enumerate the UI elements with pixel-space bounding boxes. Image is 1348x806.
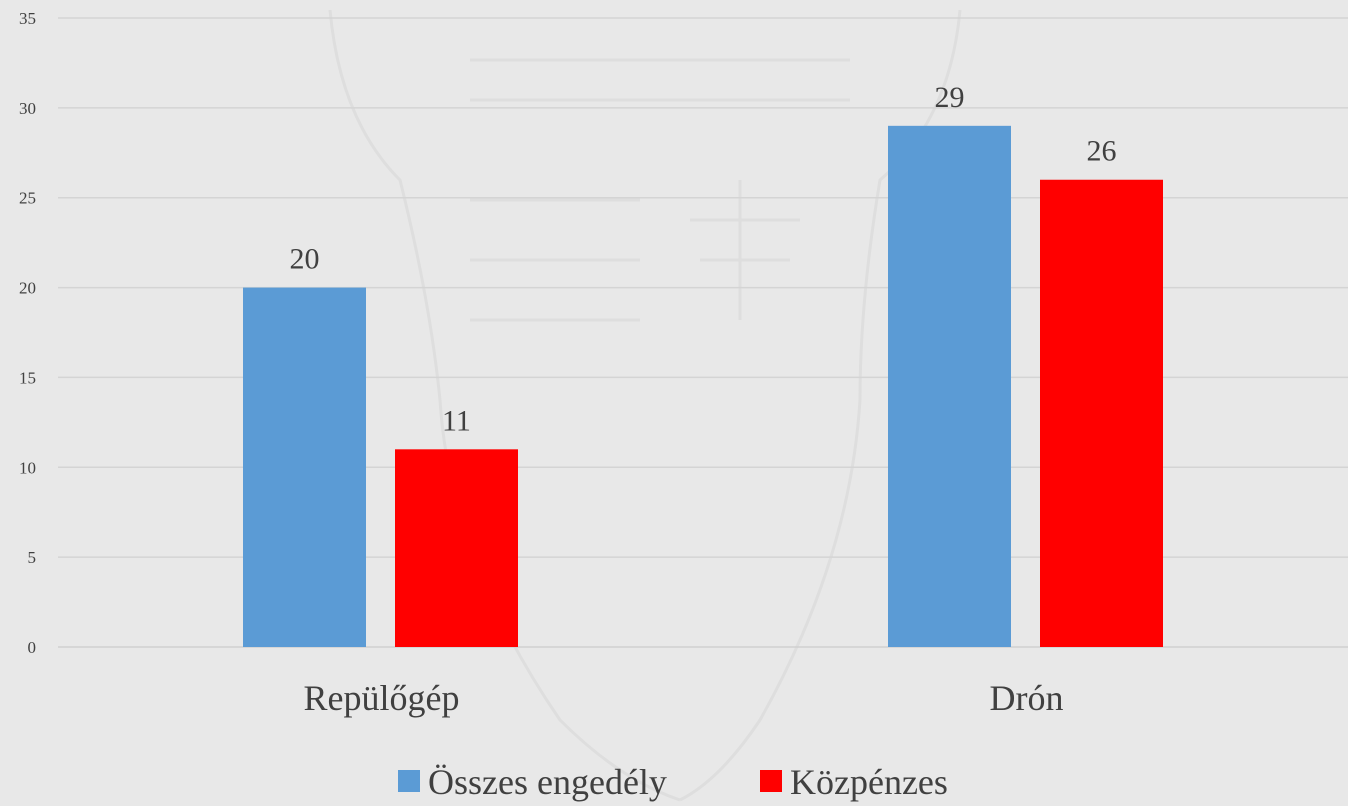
bar: [243, 287, 366, 647]
y-tick-label: 10: [19, 458, 36, 477]
data-labels: 20 11 29 26: [290, 81, 1117, 437]
y-tick-label: 0: [28, 638, 37, 657]
x-tick-label: Repülőgép: [304, 678, 460, 718]
y-tick-label: 20: [19, 279, 36, 298]
bar: [395, 449, 518, 647]
data-label: 20: [290, 243, 320, 276]
x-axis: Repülőgép Drón: [304, 678, 1064, 718]
bar: [1040, 179, 1163, 647]
legend-item: Összes engedély: [398, 762, 667, 802]
data-label: 29: [935, 81, 965, 114]
legend-swatch: [760, 770, 782, 792]
legend-swatch: [398, 770, 420, 792]
data-label: 11: [442, 404, 471, 437]
legend-item: Közpénzes: [760, 762, 948, 802]
data-label: 26: [1087, 135, 1117, 168]
bars: [243, 125, 1163, 648]
legend-label: Összes engedély: [428, 762, 667, 802]
x-tick-label: Drón: [990, 678, 1064, 718]
y-tick-label: 15: [19, 368, 36, 387]
y-tick-label: 35: [19, 9, 36, 28]
y-tick-label: 25: [19, 189, 36, 208]
legend: Összes engedély Közpénzes: [398, 762, 948, 802]
bar: [888, 125, 1011, 648]
legend-label: Közpénzes: [790, 762, 948, 802]
y-tick-label: 5: [28, 548, 37, 567]
y-tick-label: 30: [19, 99, 36, 118]
y-axis: 0 5 10 15 20 25 30 35: [19, 9, 36, 657]
